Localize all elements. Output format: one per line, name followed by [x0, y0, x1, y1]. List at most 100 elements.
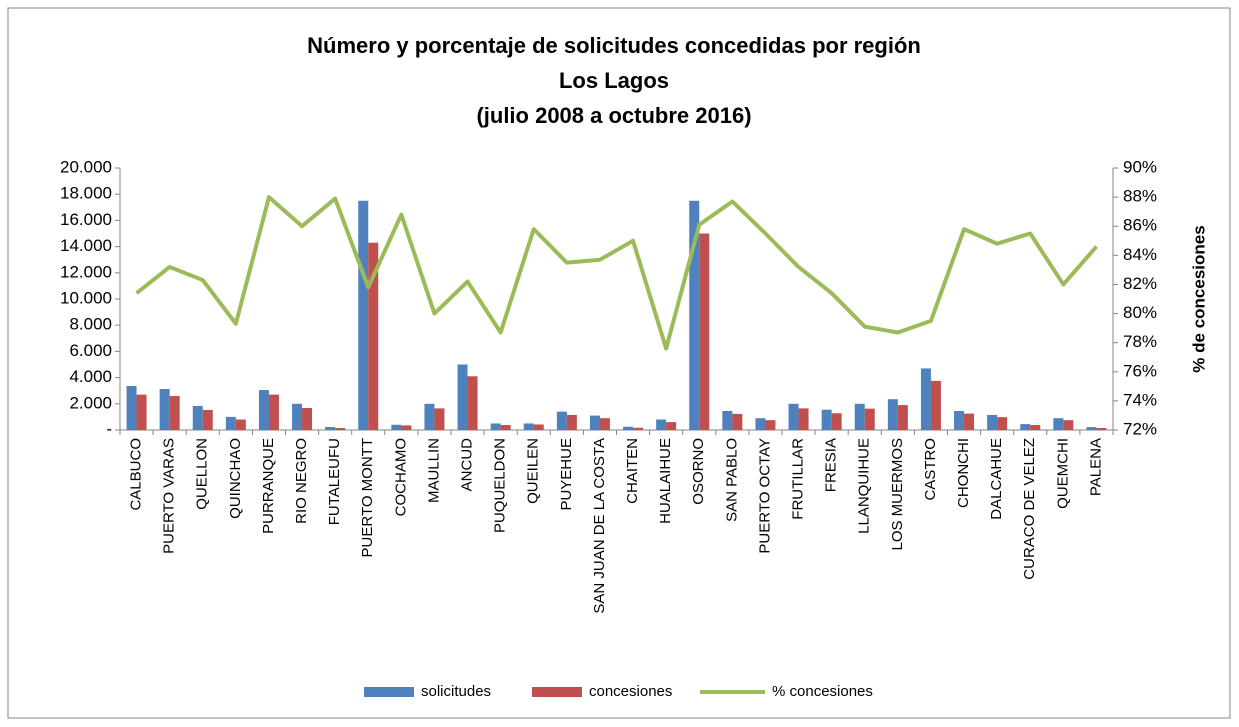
bar: [235, 419, 246, 430]
y-tick-label: 6.000: [69, 341, 112, 360]
y-tick-label: 10.000: [60, 288, 112, 307]
legend-label: solicitudes: [421, 683, 491, 700]
x-tick-label: PUERTO MONTT: [359, 438, 376, 557]
x-tick-label: QUEILEN: [525, 438, 542, 504]
bar: [1053, 418, 1064, 430]
bar: [987, 414, 998, 430]
bar: [401, 425, 412, 430]
bar: [202, 409, 213, 430]
bar: [169, 395, 180, 430]
y2-tick-label: 76%: [1123, 361, 1157, 380]
y2-tick-label: 80%: [1123, 303, 1157, 322]
x-tick-label: PUQUELDON: [492, 438, 509, 533]
x-tick-label: ANCUD: [459, 438, 476, 492]
bar: [689, 200, 700, 430]
bar: [391, 424, 402, 430]
bar: [831, 413, 842, 430]
y-tick-label: 2.000: [69, 393, 112, 412]
x-tick-label: CALBUCO: [128, 438, 145, 511]
bar: [920, 368, 931, 430]
bar: [1030, 425, 1041, 430]
x-tick-label: CASTRO: [922, 438, 939, 501]
bar: [887, 399, 898, 430]
bar: [699, 233, 710, 430]
bar: [1086, 427, 1097, 430]
bar: [192, 406, 203, 430]
x-tick-label: PUERTO VARAS: [161, 438, 178, 554]
x-tick-label: MAULLIN: [425, 438, 442, 503]
chart-subtitle: Los Lagos: [559, 68, 669, 93]
y-tick-label: 18.000: [60, 184, 112, 203]
x-tick-label: PUYEHUE: [558, 438, 575, 511]
bar: [500, 425, 511, 430]
bar: [722, 411, 733, 430]
bar: [633, 427, 644, 430]
x-tick-label: FRESIA: [823, 438, 840, 492]
y-tick-label: 4.000: [69, 367, 112, 386]
bar: [930, 380, 941, 430]
y2-tick-label: 88%: [1123, 187, 1157, 206]
bar: [1096, 428, 1107, 430]
y2-tick-label: 84%: [1123, 245, 1157, 264]
y2-tick-label: 74%: [1123, 390, 1157, 409]
bar: [126, 385, 137, 430]
bar: [566, 414, 577, 430]
bar: [434, 408, 445, 430]
bar: [798, 408, 809, 430]
bar: [788, 403, 799, 430]
bar: [864, 408, 875, 430]
x-tick-label: FUTALEUFU: [326, 438, 343, 525]
y2-tick-label: 86%: [1123, 216, 1157, 235]
x-tick-label: PALENA: [1087, 438, 1104, 496]
x-tick-label: SAN PABLO: [723, 438, 740, 522]
legend-label: concesiones: [589, 683, 672, 700]
bar: [358, 200, 369, 430]
y2-tick-label: 82%: [1123, 274, 1157, 293]
legend-swatch: [532, 687, 582, 697]
x-tick-label: HUALAIHUE: [657, 438, 674, 524]
bar: [523, 423, 534, 430]
bar: [225, 416, 236, 430]
x-tick-label: OSORNO: [690, 438, 707, 505]
bar: [302, 407, 313, 430]
bar: [490, 423, 501, 430]
bar: [292, 403, 303, 430]
y2-tick-label: 72%: [1123, 419, 1157, 438]
legend-label: % concesiones: [772, 683, 873, 700]
x-tick-label: FRUTILLAR: [790, 438, 807, 520]
bar: [159, 388, 170, 430]
x-tick-label: QUEMCHI: [1054, 438, 1071, 509]
x-tick-label: LLANQUIHUE: [856, 438, 873, 534]
y-tick-label: 20.000: [60, 157, 112, 176]
bar: [325, 426, 336, 430]
y-tick-label: 16.000: [60, 210, 112, 229]
x-tick-label: PURRANQUE: [260, 438, 277, 534]
chart-subtitle: (julio 2008 a octubre 2016): [476, 103, 751, 128]
y-tick-label: -: [106, 419, 112, 438]
bar: [457, 364, 468, 430]
y-tick-label: 14.000: [60, 236, 112, 255]
x-tick-label: PUERTO OCTAY: [756, 438, 773, 554]
y2-axis-label: % de concesiones: [1189, 225, 1208, 372]
bar: [1020, 424, 1031, 430]
bar: [623, 426, 634, 430]
bar: [556, 411, 567, 430]
y2-tick-label: 90%: [1123, 157, 1157, 176]
x-tick-label: CHONCHI: [955, 438, 972, 508]
bar: [335, 428, 346, 430]
x-tick-label: CURACO DE VELEZ: [1021, 438, 1038, 580]
bar: [1063, 420, 1074, 430]
bar: [854, 403, 865, 430]
y-tick-label: 8.000: [69, 315, 112, 334]
bar: [467, 376, 478, 430]
bar: [656, 419, 667, 430]
bar: [136, 394, 147, 430]
bar: [821, 409, 832, 430]
x-tick-label: CHAITEN: [624, 438, 641, 504]
x-tick-label: QUINCHAO: [227, 438, 244, 519]
bar: [997, 417, 1008, 430]
bar: [533, 424, 544, 430]
y-tick-label: 12.000: [60, 262, 112, 281]
x-tick-label: QUELLON: [194, 438, 211, 510]
